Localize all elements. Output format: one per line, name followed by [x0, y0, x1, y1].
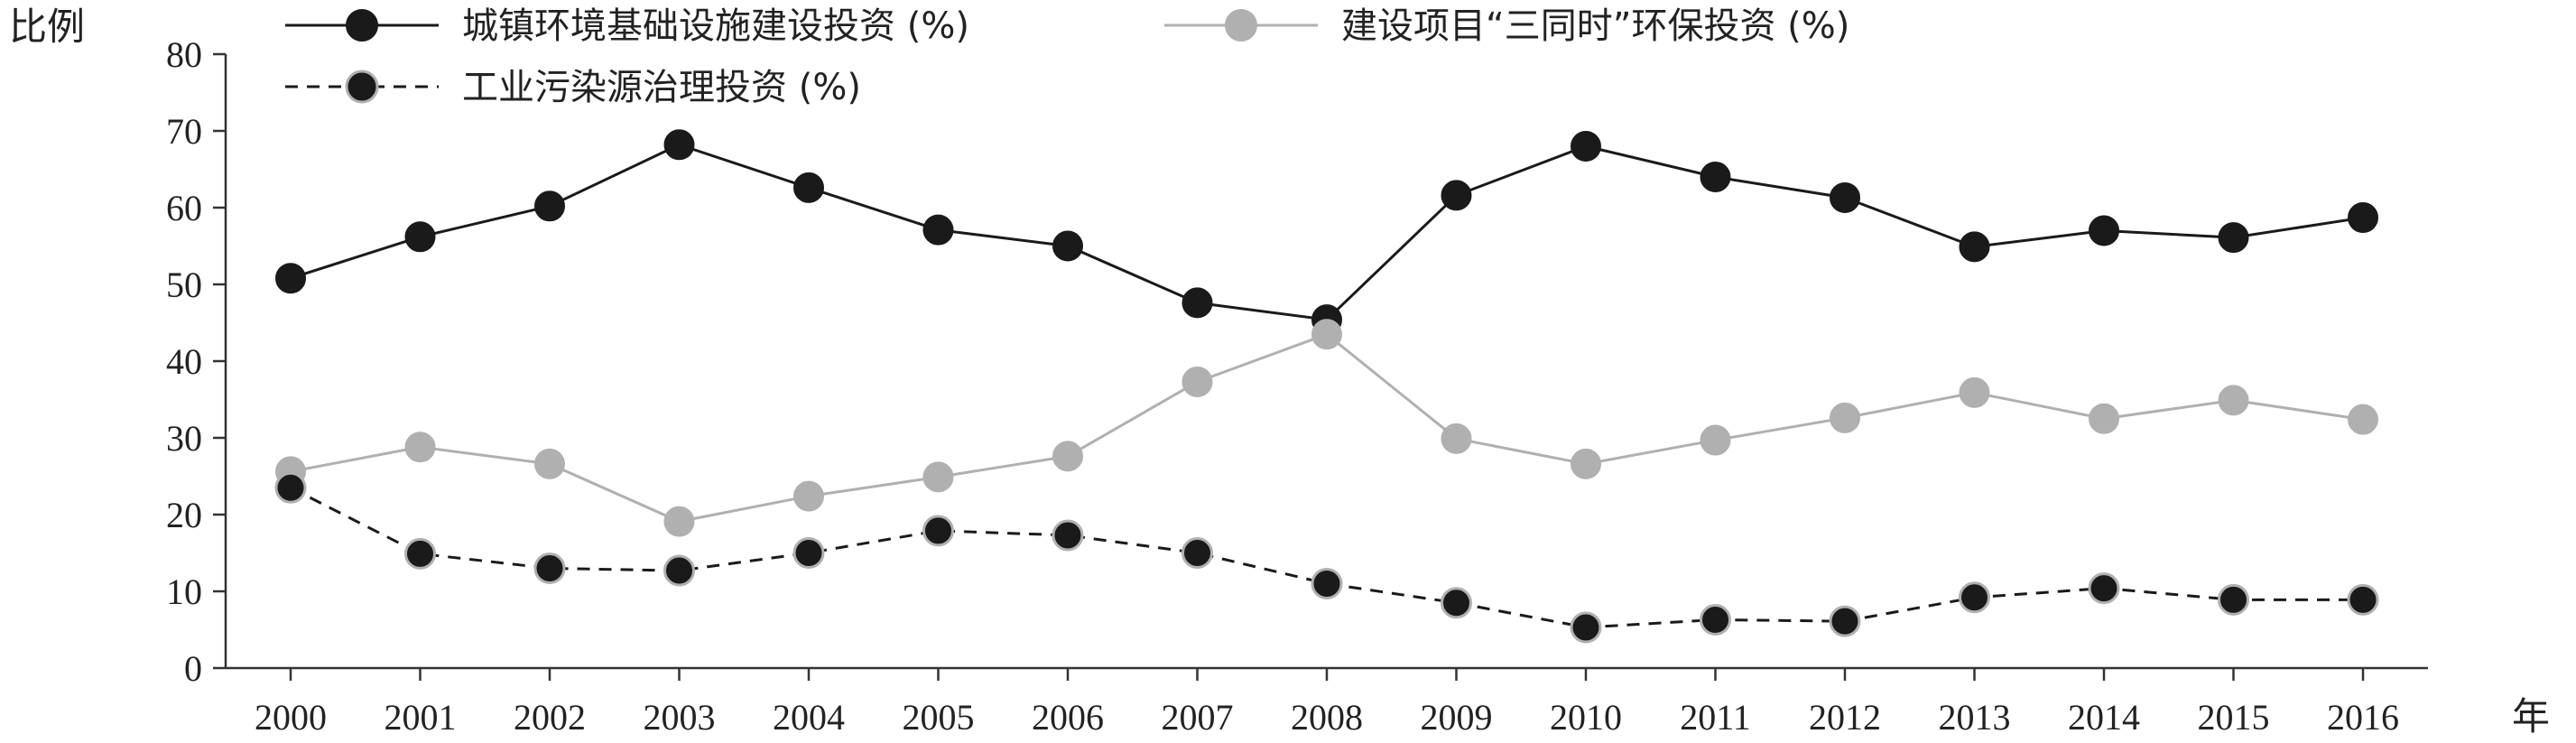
- legend-label: 建设项目“三同时”环保投资 (%): [1341, 5, 1849, 47]
- x-tick-label: 2007: [1162, 697, 1234, 738]
- legend-label: 工业污染源治理投资 (%): [462, 67, 861, 108]
- data-point: [1830, 402, 1860, 433]
- data-point: [404, 221, 436, 253]
- data-point: [1829, 605, 1861, 637]
- data-point: [1571, 448, 1601, 479]
- data-point: [1571, 131, 1601, 162]
- data-point: [2348, 202, 2378, 234]
- data-point: [922, 214, 954, 246]
- data-point: [2218, 222, 2249, 254]
- data-point: [2089, 403, 2119, 434]
- y-tick-label: 40: [166, 341, 202, 382]
- y-tick-label: 0: [184, 648, 202, 689]
- data-point: [922, 515, 954, 547]
- x-tick-labels: 2000 2001 2002 2003 2004 2005 2006 2007 2008 2009…: [255, 697, 2399, 738]
- y-tick-label: 80: [166, 34, 202, 75]
- x-tick-label: 2014: [2068, 697, 2140, 738]
- data-point: [1959, 231, 1990, 263]
- y-tick-label: 30: [166, 418, 202, 459]
- data-point: [663, 554, 695, 587]
- series-2: [275, 319, 2378, 537]
- data-point: [1441, 587, 1472, 619]
- data-point: [793, 480, 824, 512]
- y-tick-label: 60: [166, 188, 202, 228]
- series-1: [275, 129, 2378, 336]
- x-tick-label: 2015: [2198, 697, 2270, 738]
- series-3: [274, 471, 2379, 644]
- data-point: [275, 263, 306, 294]
- x-tick-label: 2006: [1032, 697, 1104, 738]
- y-tick-label: 70: [166, 111, 202, 152]
- x-tick-label: 2005: [903, 697, 975, 738]
- x-tick-label: 2016: [2327, 697, 2399, 738]
- data-point: [2218, 385, 2249, 416]
- data-point: [1700, 603, 1731, 636]
- x-tick-label: 2001: [385, 697, 457, 738]
- axes: [213, 52, 2428, 681]
- x-tick-label: 2002: [514, 697, 586, 738]
- data-point: [404, 432, 436, 463]
- y-axis-title: 比例: [9, 5, 85, 49]
- data-point: [2348, 404, 2378, 435]
- y-tick-label: 10: [166, 571, 202, 612]
- data-point: [1052, 230, 1083, 262]
- x-tick-label: 2011: [1680, 697, 1751, 738]
- data-point: [793, 172, 824, 203]
- x-tick-label: 2003: [644, 697, 716, 738]
- series-line: [290, 143, 2364, 321]
- data-point: [404, 537, 436, 570]
- legend-label: 城镇环境基础设施建设投资 (%): [462, 5, 969, 47]
- data-point: [663, 129, 695, 161]
- data-point: [1959, 376, 1990, 408]
- data-point: [792, 537, 825, 569]
- y-tick-labels: 0 10 20 30 40 50 60 70 80: [166, 34, 202, 689]
- legend-swatch-marker: [346, 9, 378, 42]
- series-layer: [274, 129, 2379, 644]
- legend-item-2: 建设项目“三同时”环保投资 (%): [1164, 5, 1849, 47]
- legend-item-1: 城镇环境基础设施建设投资 (%): [285, 5, 969, 47]
- data-point: [1052, 441, 1083, 472]
- legend: 城镇环境基础设施建设投资 (%) 建设项目“三同时”环保投资 (%) 工业污染源治理…: [285, 5, 1849, 108]
- data-point: [2347, 583, 2379, 616]
- data-point: [2088, 572, 2120, 605]
- legend-item-3: 工业污染源治理投资 (%): [285, 67, 861, 108]
- data-point: [274, 471, 307, 504]
- data-point: [534, 190, 565, 222]
- data-point: [2218, 583, 2249, 616]
- data-point: [1052, 519, 1084, 552]
- x-tick-label: 2012: [1809, 697, 1881, 738]
- data-point: [663, 506, 695, 537]
- data-point: [1311, 568, 1343, 599]
- data-point: [1181, 537, 1213, 569]
- x-tick-label: 2004: [773, 697, 845, 738]
- data-point: [2089, 215, 2119, 246]
- y-tick-label: 50: [166, 265, 202, 305]
- data-point: [1570, 611, 1602, 644]
- data-point: [1959, 581, 1990, 614]
- data-point: [1181, 287, 1213, 319]
- x-tick-label: 2013: [1939, 697, 2011, 738]
- x-axis-title: 年: [2512, 694, 2550, 738]
- data-point: [533, 553, 566, 584]
- x-tick-label: 2008: [1291, 697, 1363, 738]
- legend-swatch-marker: [1225, 9, 1257, 42]
- data-point: [922, 461, 954, 493]
- series-line: [290, 486, 2363, 629]
- data-point: [1311, 319, 1342, 350]
- data-point: [1700, 424, 1731, 456]
- data-point: [1441, 180, 1472, 211]
- data-point: [1700, 162, 1731, 192]
- data-point: [1181, 366, 1213, 397]
- data-point: [1830, 181, 1860, 213]
- data-point: [1441, 423, 1472, 454]
- data-point: [534, 448, 565, 479]
- legend-swatch-marker: [345, 70, 379, 104]
- y-tick-label: 20: [166, 495, 202, 535]
- x-tick-label: 2010: [1550, 697, 1622, 738]
- x-tick-label: 2009: [1421, 697, 1493, 738]
- series-line: [290, 332, 2364, 524]
- x-tick-label: 2000: [255, 697, 327, 738]
